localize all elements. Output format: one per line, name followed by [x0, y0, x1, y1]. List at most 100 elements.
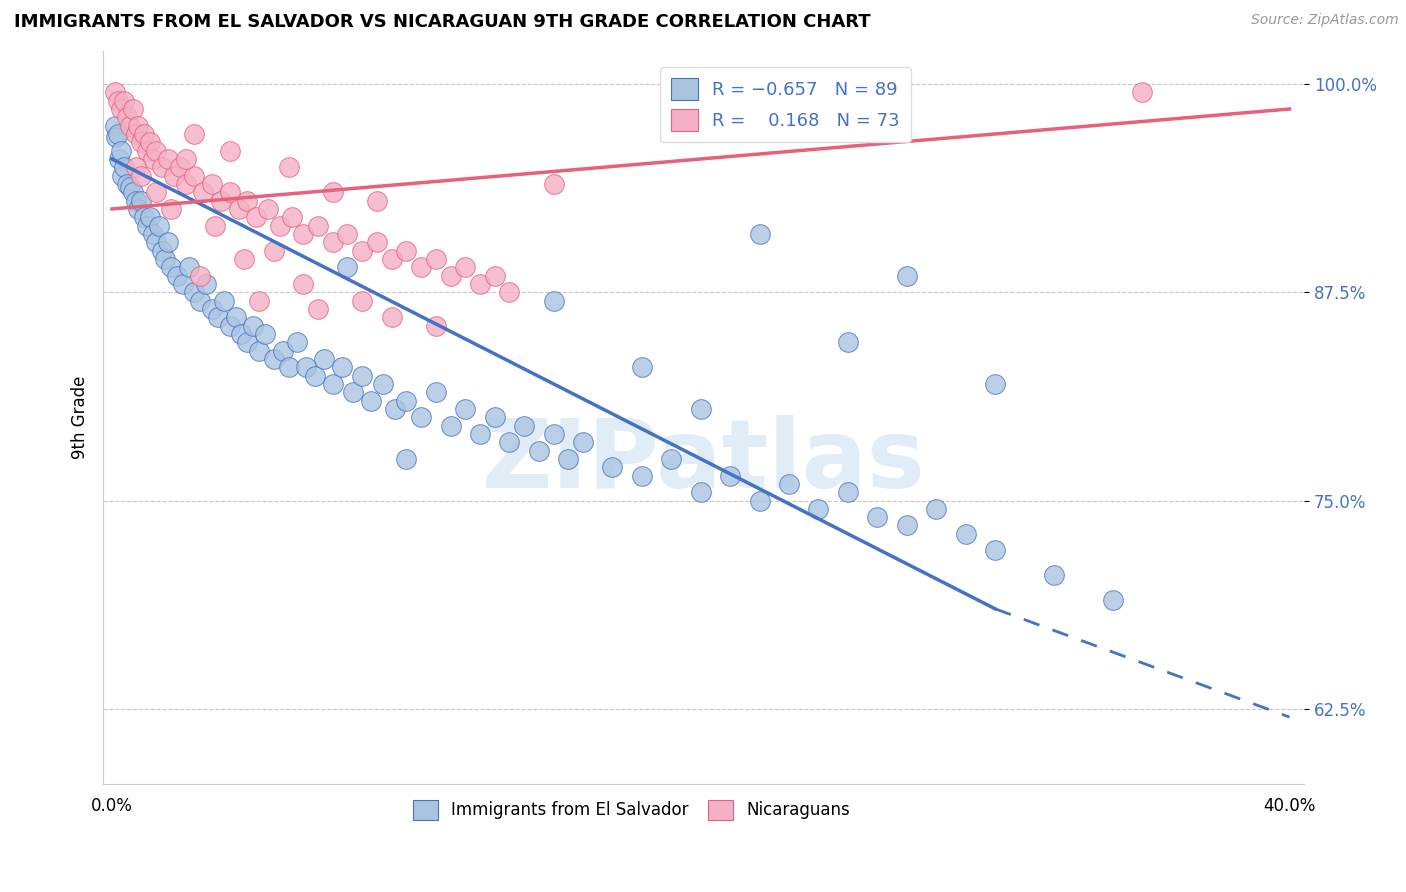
Point	[352, 368, 374, 383]
Point	[277, 161, 299, 175]
Point	[163, 169, 186, 183]
Point	[263, 351, 285, 366]
Point	[247, 343, 270, 358]
Point	[807, 501, 830, 516]
Point	[207, 310, 229, 325]
Point	[484, 410, 506, 425]
Point	[188, 293, 211, 308]
Point	[188, 268, 211, 283]
Point	[1102, 593, 1125, 607]
Point	[110, 144, 132, 158]
Point	[131, 169, 153, 183]
Point	[1130, 86, 1153, 100]
Point	[287, 335, 309, 350]
Point	[269, 219, 291, 233]
Point	[336, 227, 359, 241]
Point	[148, 219, 170, 233]
Point	[212, 293, 235, 308]
Point	[136, 144, 159, 158]
Point	[271, 343, 294, 358]
Point	[498, 435, 520, 450]
Point	[263, 244, 285, 258]
Point	[145, 186, 167, 200]
Point	[201, 301, 224, 316]
Point	[112, 94, 135, 108]
Point	[195, 277, 218, 291]
Point	[247, 293, 270, 308]
Point	[121, 102, 143, 116]
Point	[218, 186, 240, 200]
Point	[145, 235, 167, 250]
Text: 40.0%: 40.0%	[1264, 797, 1316, 815]
Point	[409, 410, 432, 425]
Point	[454, 260, 477, 275]
Point	[124, 161, 146, 175]
Point	[1043, 568, 1066, 582]
Point	[395, 244, 418, 258]
Point	[115, 111, 138, 125]
Point	[112, 161, 135, 175]
Point	[307, 301, 329, 316]
Point	[156, 152, 179, 166]
Point	[925, 501, 948, 516]
Point	[156, 235, 179, 250]
Point	[527, 443, 550, 458]
Point	[108, 152, 131, 166]
Point	[513, 418, 536, 433]
Point	[543, 177, 565, 191]
Point	[468, 426, 491, 441]
Point	[104, 86, 127, 100]
Point	[336, 260, 359, 275]
Point	[233, 252, 256, 266]
Point	[395, 451, 418, 466]
Point	[142, 227, 165, 241]
Point	[330, 360, 353, 375]
Point	[384, 401, 406, 416]
Point	[115, 177, 138, 191]
Point	[257, 202, 280, 216]
Point	[121, 186, 143, 200]
Y-axis label: 9th Grade: 9th Grade	[72, 376, 89, 458]
Point	[322, 235, 344, 250]
Point	[127, 202, 149, 216]
Point	[572, 435, 595, 450]
Point	[225, 310, 247, 325]
Point	[277, 360, 299, 375]
Point	[366, 235, 388, 250]
Point	[153, 252, 176, 266]
Point	[166, 268, 188, 283]
Point	[228, 202, 250, 216]
Point	[718, 468, 741, 483]
Point	[183, 127, 205, 141]
Point	[183, 285, 205, 300]
Point	[748, 227, 770, 241]
Point	[231, 326, 253, 341]
Point	[955, 526, 977, 541]
Point	[174, 152, 197, 166]
Point	[360, 393, 382, 408]
Point	[748, 493, 770, 508]
Point	[134, 127, 156, 141]
Point	[139, 211, 162, 225]
Point	[304, 368, 326, 383]
Point	[366, 194, 388, 208]
Text: ZIPatlas: ZIPatlas	[482, 415, 925, 508]
Point	[131, 194, 153, 208]
Point	[169, 161, 191, 175]
Point	[204, 219, 226, 233]
Point	[409, 260, 432, 275]
Point	[104, 119, 127, 133]
Point	[498, 285, 520, 300]
Point	[107, 127, 129, 141]
Point	[484, 268, 506, 283]
Point	[292, 227, 315, 241]
Point	[837, 485, 859, 500]
Point	[124, 194, 146, 208]
Point	[172, 277, 194, 291]
Text: IMMIGRANTS FROM EL SALVADOR VS NICARAGUAN 9TH GRADE CORRELATION CHART: IMMIGRANTS FROM EL SALVADOR VS NICARAGUA…	[14, 13, 870, 31]
Point	[177, 260, 200, 275]
Point	[183, 169, 205, 183]
Point	[425, 252, 447, 266]
Point	[245, 211, 267, 225]
Point	[395, 393, 418, 408]
